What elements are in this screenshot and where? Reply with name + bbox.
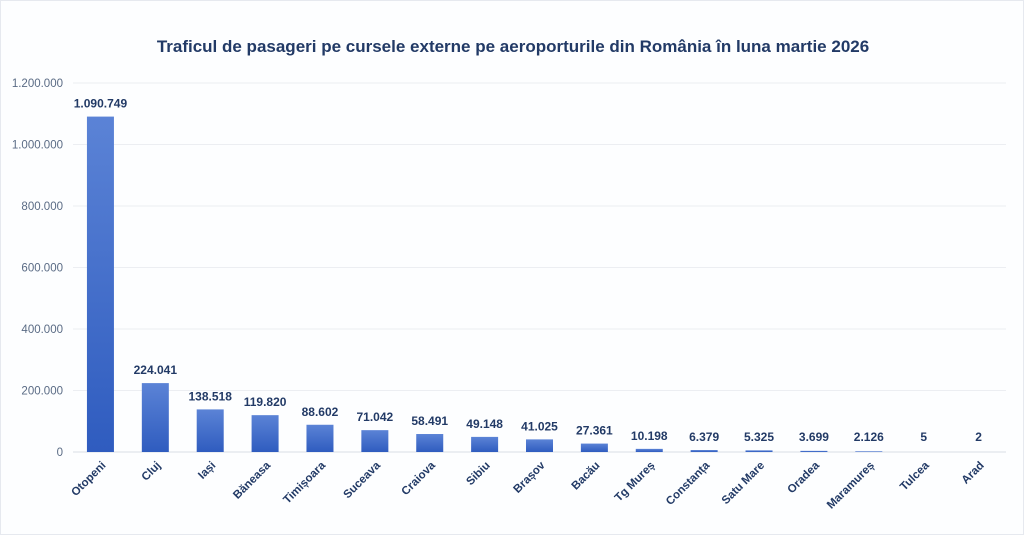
x-tick-label: Iași: [196, 460, 218, 482]
bar-craiova: [416, 434, 443, 452]
bar-suceava: [361, 430, 388, 452]
data-label: 138.518: [189, 389, 233, 403]
data-label: 49.148: [466, 417, 503, 431]
chart-title: Traficul de pasageri pe cursele externe …: [157, 37, 869, 56]
x-tick-label: Sibiu: [464, 460, 492, 488]
x-tick-label: Satu Mare: [720, 460, 767, 507]
x-tick-label: Tg Mureș: [613, 460, 658, 505]
y-tick-label: 1.200.000: [12, 78, 63, 90]
x-tick-label: Suceava: [341, 459, 383, 501]
y-tick-label: 800.000: [21, 201, 63, 213]
bar-brașov: [526, 439, 553, 452]
bar-oradea: [800, 451, 827, 452]
bar-bacău: [581, 444, 608, 452]
y-tick-label: 400.000: [21, 324, 63, 336]
y-tick-label: 200.000: [21, 386, 63, 398]
data-label: 58.491: [411, 414, 448, 428]
data-label: 5.325: [744, 430, 774, 444]
data-label: 119.820: [244, 395, 287, 409]
x-tick-label: Cluj: [140, 460, 164, 484]
data-label: 71.042: [357, 410, 394, 424]
y-tick-label: 600.000: [21, 263, 63, 275]
data-label: 224.041: [134, 363, 178, 377]
y-tick-label: 0: [57, 447, 63, 459]
bar-timișoara: [306, 425, 333, 452]
data-label: 1.090.749: [74, 97, 128, 111]
x-tick-label: Arad: [960, 460, 987, 487]
data-label: 27.361: [576, 424, 613, 438]
data-label: 41.025: [521, 419, 558, 433]
bar-tg-mureș: [636, 449, 663, 452]
x-tick-label: Otopeni: [69, 460, 108, 499]
x-tick-label: Oradea: [786, 459, 823, 496]
x-tick-label: Constanța: [664, 459, 713, 508]
bar-băneasa: [252, 415, 279, 452]
data-label: 10.198: [631, 429, 668, 443]
x-tick-label: Bacău: [570, 460, 603, 493]
data-label: 2.126: [854, 430, 884, 444]
data-label: 3.699: [799, 430, 829, 444]
x-tick-label: Maramureș: [825, 460, 877, 512]
x-tick-label: Băneasa: [231, 459, 273, 501]
bar-satu-mare: [746, 450, 773, 452]
x-tick-label: Tulcea: [898, 459, 932, 493]
data-label: 5: [920, 430, 927, 444]
data-label: 2: [975, 430, 982, 444]
bar-constanța: [691, 450, 718, 452]
x-tick-label: Brașov: [512, 459, 548, 495]
bar-iași: [197, 409, 224, 452]
x-tick-label: Timișoara: [281, 459, 328, 506]
bar-maramureș: [855, 451, 882, 452]
y-tick-label: 1.000.000: [12, 140, 63, 152]
data-label: 88.602: [302, 405, 339, 419]
bar-otopeni: [87, 117, 114, 452]
data-label: 6.379: [689, 430, 719, 444]
bar-cluj: [142, 383, 169, 452]
x-tick-label: Craiova: [400, 459, 439, 498]
bar-sibiu: [471, 437, 498, 452]
